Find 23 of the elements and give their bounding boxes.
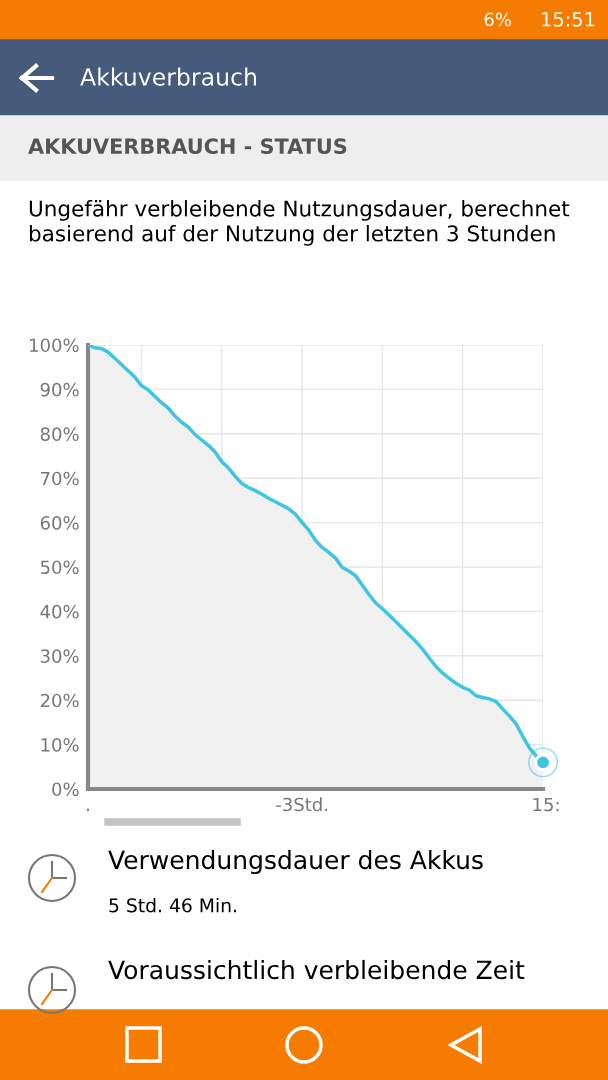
y-tick-label: 50% (40, 560, 79, 575)
chart-subtitle: Ungefähr verbleibende Nutzungsdauer, berechnet basierend auf der Nutzung der letzten 3 Stunden (29, 200, 570, 246)
y-tick-label: 90% (40, 382, 79, 397)
text: AKKUVERBRAUCH - STATUS (28, 138, 347, 155)
y-tick-label: 40% (40, 604, 79, 619)
y-tick-label: 80% (40, 427, 79, 441)
chart-title: Akkuverbrauch (80, 67, 256, 86)
x-tick-label: 15 (533, 797, 553, 812)
y-tick-label: 70% (41, 471, 79, 486)
y-tick-label: 100% (30, 338, 79, 353)
text: : (556, 801, 559, 812)
text: Voraussichtlich verbleibende Zeit (108, 959, 525, 980)
x-tick-label: -3Std. (276, 797, 328, 812)
text: 5 Std. 46 Min. (109, 897, 236, 913)
y-tick-label: 30% (40, 649, 79, 663)
y-tick-label: 0% (52, 782, 79, 797)
text: 15:51 (542, 12, 595, 27)
text: 6% (484, 12, 511, 27)
y-tick-label: 10% (41, 738, 79, 752)
y-tick-label: 60% (40, 516, 79, 530)
x-tick-label: . (87, 808, 89, 812)
y-tick-label: 20% (40, 693, 79, 708)
text: Verwendungsdauer des Akkus (108, 849, 483, 875)
